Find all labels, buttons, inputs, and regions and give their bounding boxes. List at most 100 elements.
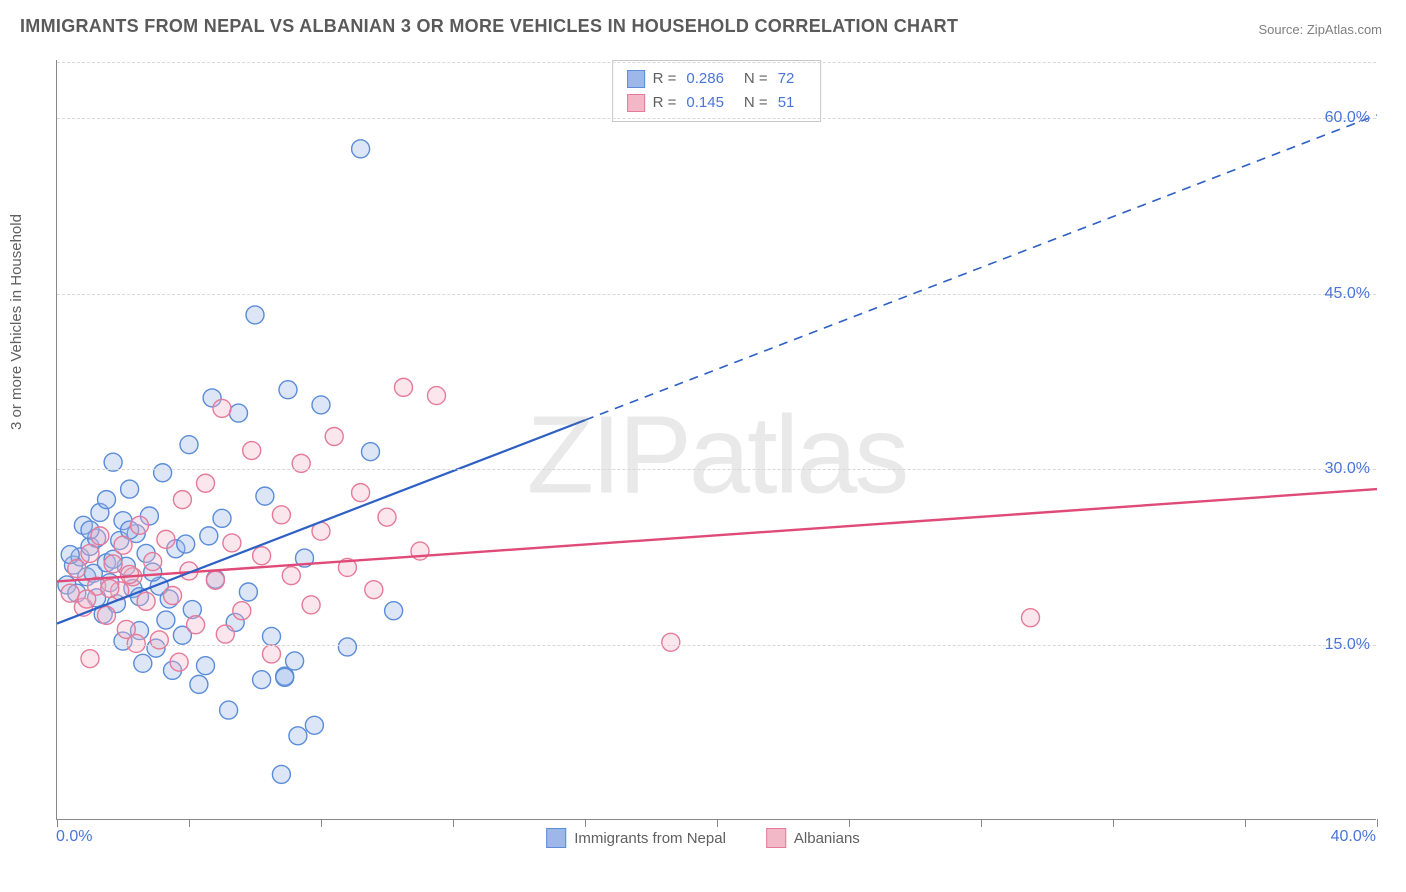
scatter-point [378,508,396,526]
y-tick-label: 30.0% [1325,460,1370,478]
stats-row-albanian: R = 0.145 N = 51 [627,91,807,115]
scatter-point [104,555,122,573]
x-axis-max-label: 40.0% [1331,828,1376,846]
x-tick [849,819,850,827]
scatter-point [81,650,99,668]
x-tick [1377,819,1378,827]
scatter-point [61,584,79,602]
gridline [57,118,1376,119]
stat-r-label: R = [653,91,677,115]
scatter-point [253,671,271,689]
scatter-point [200,527,218,545]
scatter-point [263,645,281,663]
scatter-point [197,657,215,675]
x-tick [1113,819,1114,827]
x-tick [453,819,454,827]
scatter-point [114,536,132,554]
scatter-point [282,567,300,585]
stat-n-nepal: 72 [776,67,807,91]
scatter-point [312,396,330,414]
scatter-point [428,387,446,405]
scatter-point [239,583,257,601]
x-tick [57,819,58,827]
plot-svg [57,60,1376,819]
scatter-point [338,638,356,656]
scatter-point [233,602,251,620]
scatter-point [395,378,413,396]
legend-item-nepal: Immigrants from Nepal [546,828,726,848]
scatter-point [352,484,370,502]
scatter-point [101,579,119,597]
scatter-point [272,765,290,783]
legend-label-albanian: Albanians [794,830,860,847]
x-tick [321,819,322,827]
scatter-point [98,606,116,624]
plot-area: R = 0.286 N = 72 R = 0.145 N = 51 ZIPatl… [56,60,1376,820]
scatter-point [253,547,271,565]
scatter-point [213,509,231,527]
scatter-point [68,560,86,578]
scatter-point [246,306,264,324]
swatch-albanian-icon [627,94,645,112]
scatter-point [157,611,175,629]
legend-item-albanian: Albanians [766,828,860,848]
scatter-point [223,534,241,552]
scatter-point [272,506,290,524]
x-tick [717,819,718,827]
x-tick [981,819,982,827]
regression-line-albanian [57,489,1377,581]
scatter-point [164,587,182,605]
scatter-point [230,404,248,422]
scatter-point [134,654,152,672]
legend-swatch-nepal-icon [546,828,566,848]
stats-row-nepal: R = 0.286 N = 72 [627,67,807,91]
chart-source: Source: ZipAtlas.com [1258,22,1382,37]
legend-swatch-albanian-icon [766,828,786,848]
x-tick [189,819,190,827]
scatter-point [256,487,274,505]
scatter-point [190,675,208,693]
legend-label-nepal: Immigrants from Nepal [574,830,726,847]
scatter-point [150,631,168,649]
x-axis-min-label: 0.0% [56,828,92,846]
scatter-point [121,480,139,498]
scatter-point [170,653,188,671]
scatter-point [180,436,198,454]
scatter-point [302,596,320,614]
scatter-point [98,491,116,509]
scatter-point [91,527,109,545]
scatter-point [365,581,383,599]
scatter-point [325,427,343,445]
scatter-point [131,516,149,534]
scatter-point [197,474,215,492]
scatter-point [127,634,145,652]
x-tick [585,819,586,827]
scatter-point [206,571,224,589]
chart-container: IMMIGRANTS FROM NEPAL VS ALBANIAN 3 OR M… [0,0,1406,892]
scatter-point [81,544,99,562]
gridline [57,62,1376,63]
stat-r-nepal: 0.286 [684,67,736,91]
scatter-point [157,530,175,548]
gridline [57,294,1376,295]
scatter-point [220,701,238,719]
scatter-point [173,491,191,509]
scatter-point [137,592,155,610]
x-tick [1245,819,1246,827]
scatter-point [144,553,162,571]
chart-title: IMMIGRANTS FROM NEPAL VS ALBANIAN 3 OR M… [20,16,958,37]
scatter-point [305,716,323,734]
scatter-point [276,668,294,686]
scatter-point [216,625,234,643]
scatter-point [177,535,195,553]
regression-line-nepal-dashed [585,115,1377,420]
y-tick-label: 60.0% [1325,109,1370,127]
scatter-point [213,399,231,417]
scatter-point [263,627,281,645]
gridline [57,469,1376,470]
scatter-point [362,443,380,461]
stat-n-label: N = [744,91,768,115]
stat-n-albanian: 51 [776,91,807,115]
stat-r-albanian: 0.145 [684,91,736,115]
scatter-point [187,616,205,634]
